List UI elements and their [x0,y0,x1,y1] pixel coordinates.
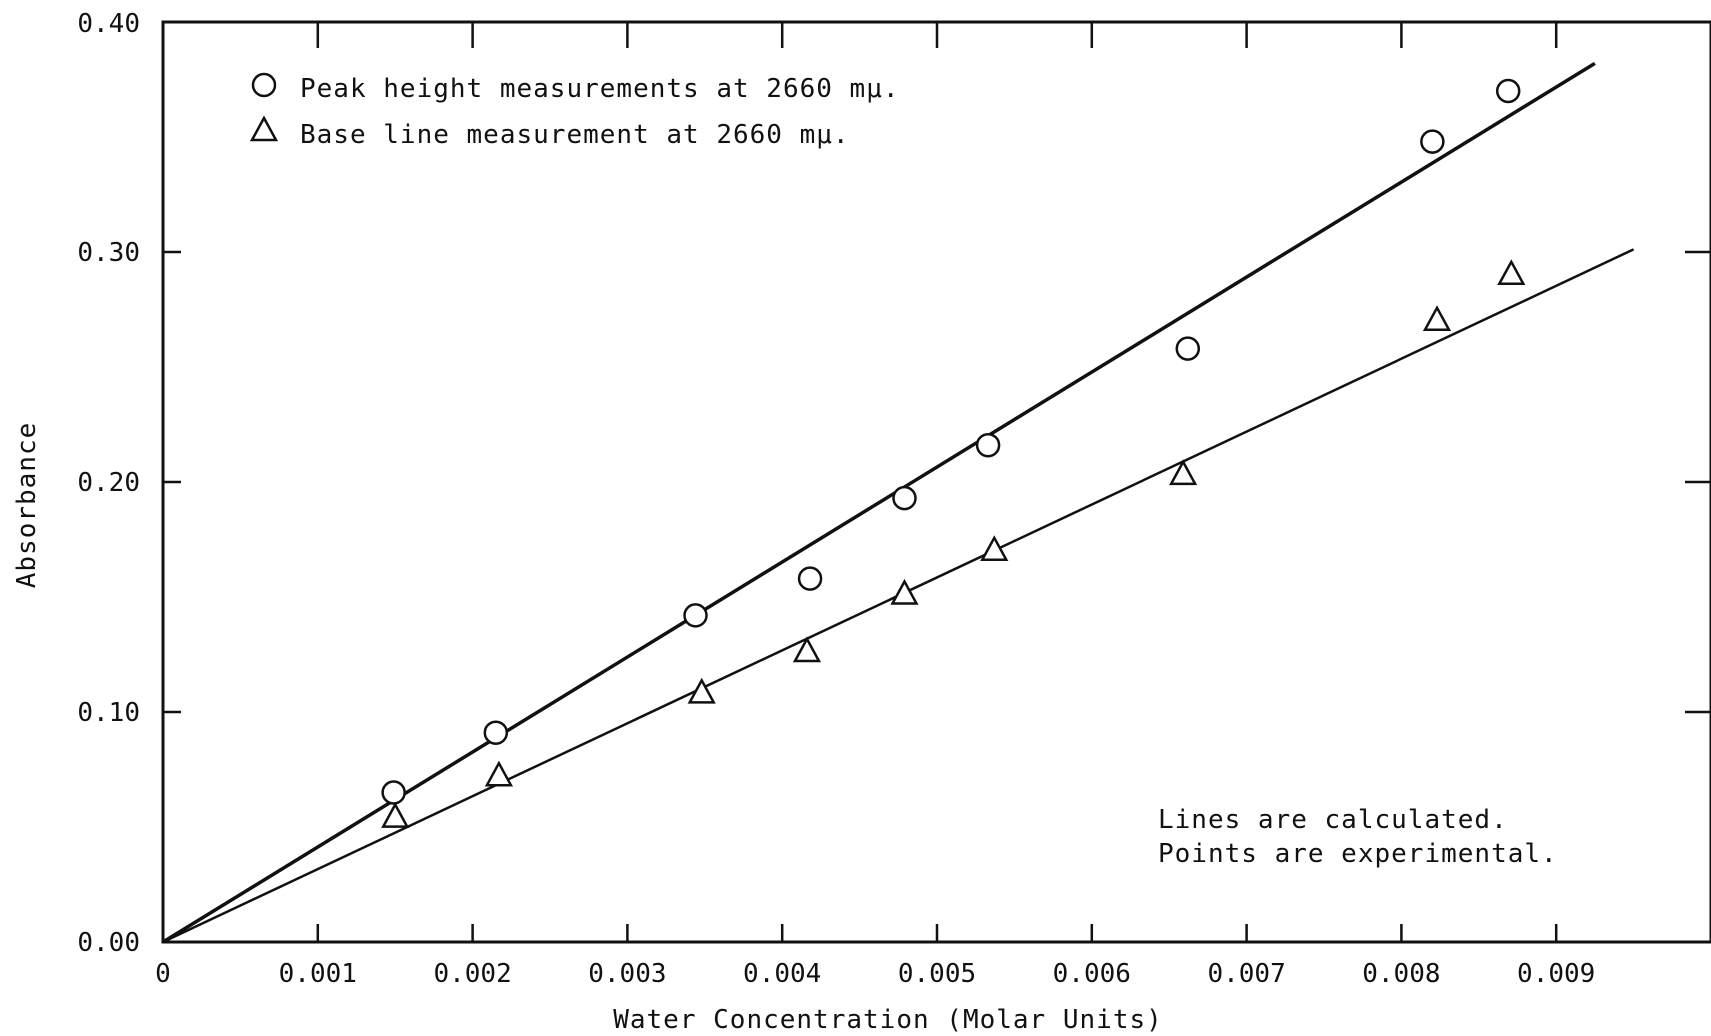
point-peak-height [1420,129,1445,154]
legend-circle-marker [251,72,277,98]
point-base-line [381,801,410,828]
point-base-line [1169,459,1198,486]
x-tick-label: 0.009 [1517,959,1595,989]
legend: Peak height measurements at 2660 mμ. Bas… [249,72,900,150]
point-peak-height [975,432,1001,458]
legend-entry-peak-height: Peak height measurements at 2660 mμ. [300,74,900,104]
annotation-lines-calculated: Lines are calculated. [1158,805,1508,835]
x-tick-label: 0 [155,959,171,989]
y-tick-label: 0.30 [77,238,140,268]
x-tick-label: 0.001 [279,959,357,989]
data-points [381,78,1526,828]
x-tick-label: 0.008 [1362,959,1440,989]
annotation-note: Lines are calculated. Points are experim… [1158,805,1558,869]
point-base-line [792,636,822,663]
x-tick-label: 0.005 [898,959,976,989]
point-peak-height [381,780,406,805]
point-peak-height [1495,78,1521,104]
y-tick-label: 0.10 [77,698,140,728]
x-tick-label: 0.006 [1053,959,1131,989]
legend-entry-base-line: Base line measurement at 2660 mμ. [300,120,850,150]
x-tick-label: 0.002 [433,959,511,989]
x-tick-label: 0.004 [743,959,821,989]
x-tick-label: 0.007 [1207,959,1285,989]
x-tick-label: 0.003 [588,959,666,989]
legend-triangle-marker [249,115,279,142]
y-tick-label: 0.00 [77,928,140,958]
point-base-line [687,677,716,704]
point-base-line [1497,259,1526,286]
point-base-line [1422,305,1452,332]
point-peak-height [797,566,823,591]
point-base-line [980,535,1009,562]
point-peak-height [683,603,708,628]
y-tick-label: 0.20 [77,468,140,498]
annotation-points-experimental: Points are experimental. [1158,839,1558,869]
point-peak-height [483,720,509,745]
x-axis-label: Water Concentration (Molar Units) [613,1005,1163,1035]
point-base-line [484,760,514,787]
y-tick-label: 0.40 [77,9,140,39]
tick-labels: 0 0.001 0.002 0.003 0.004 0.005 0.006 0.007 0.00… [77,9,1595,989]
axis-ticks [163,22,1711,942]
point-peak-height [892,485,917,511]
y-axis-label: Absorbance [12,422,42,589]
point-base-line [890,578,919,605]
point-peak-height [1175,336,1201,361]
